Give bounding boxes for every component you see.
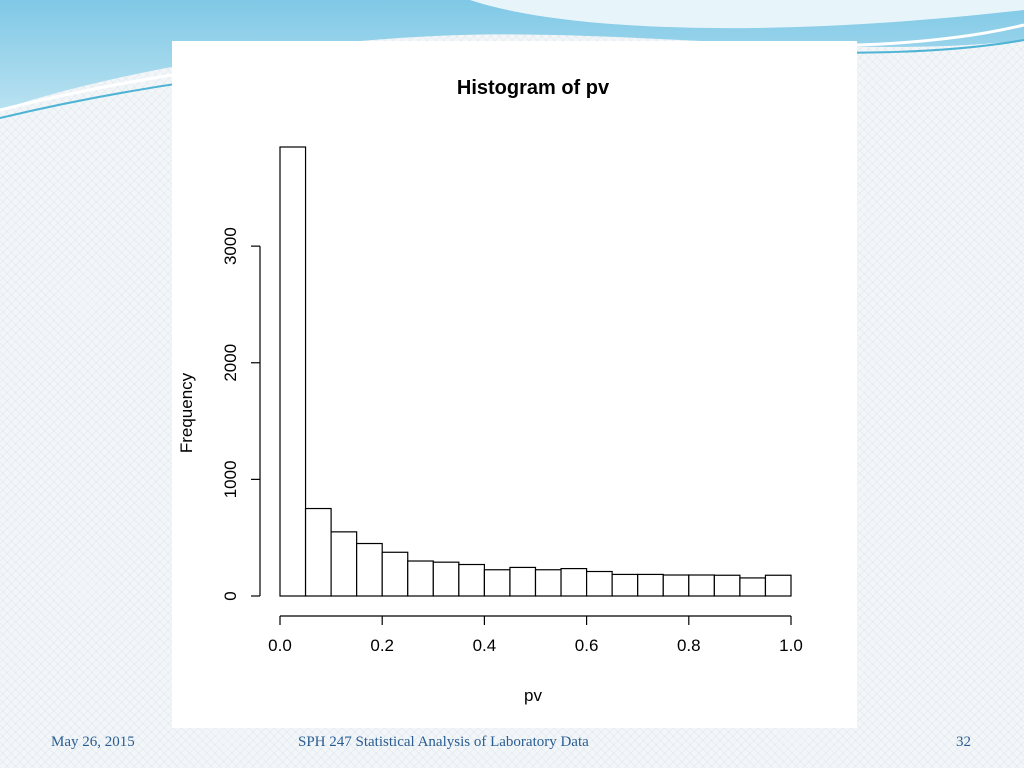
histogram-bar bbox=[586, 570, 613, 597]
x-axis-label: pv bbox=[524, 686, 542, 705]
footer-course-title: SPH 247 Statistical Analysis of Laborato… bbox=[298, 734, 589, 750]
x-tick-label: 0.8 bbox=[677, 636, 701, 655]
histogram-bar bbox=[304, 507, 332, 597]
histogram-bar bbox=[560, 567, 588, 597]
histogram-bar bbox=[688, 574, 715, 597]
histogram-bar bbox=[330, 531, 358, 597]
y-axis-label: Frequency bbox=[177, 372, 196, 453]
y-tick-label: 1000 bbox=[221, 460, 240, 498]
histogram-bar bbox=[509, 566, 537, 597]
x-tick-label: 0.4 bbox=[473, 636, 497, 655]
y-tick-label: 3000 bbox=[221, 227, 240, 265]
y-tick-label: 2000 bbox=[221, 344, 240, 382]
plot-panel: Histogram of pv pv Frequency 0.0 0.2 0.4 0.… bbox=[172, 41, 857, 728]
histogram-bar bbox=[637, 573, 664, 597]
histogram-bar bbox=[611, 573, 639, 597]
histogram-bar bbox=[713, 574, 741, 597]
histogram-bar bbox=[279, 146, 307, 597]
histogram-bar bbox=[381, 551, 409, 597]
histogram-bar bbox=[764, 574, 792, 597]
histogram-chart: Histogram of pv pv Frequency 0.0 0.2 0.4 0.… bbox=[177, 77, 803, 705]
histogram-bar bbox=[662, 574, 690, 597]
footer-page-number: 32 bbox=[956, 734, 971, 750]
histogram-bar bbox=[432, 561, 460, 597]
histogram-bar bbox=[483, 569, 511, 597]
histogram-bar bbox=[458, 563, 486, 597]
chart-title: Histogram of pv bbox=[457, 77, 610, 99]
x-tick-label: 0.0 bbox=[268, 636, 292, 655]
footer-date: May 26, 2015 bbox=[51, 734, 135, 750]
histogram-bar bbox=[739, 577, 767, 597]
y-tick-label: 0 bbox=[221, 591, 240, 600]
histogram-bar bbox=[407, 560, 434, 597]
histogram-bar bbox=[356, 542, 383, 597]
x-tick-label: 0.2 bbox=[370, 636, 394, 655]
x-tick-label: 0.6 bbox=[575, 636, 599, 655]
x-tick-label: 1.0 bbox=[779, 636, 803, 655]
histogram-bar bbox=[534, 569, 562, 597]
